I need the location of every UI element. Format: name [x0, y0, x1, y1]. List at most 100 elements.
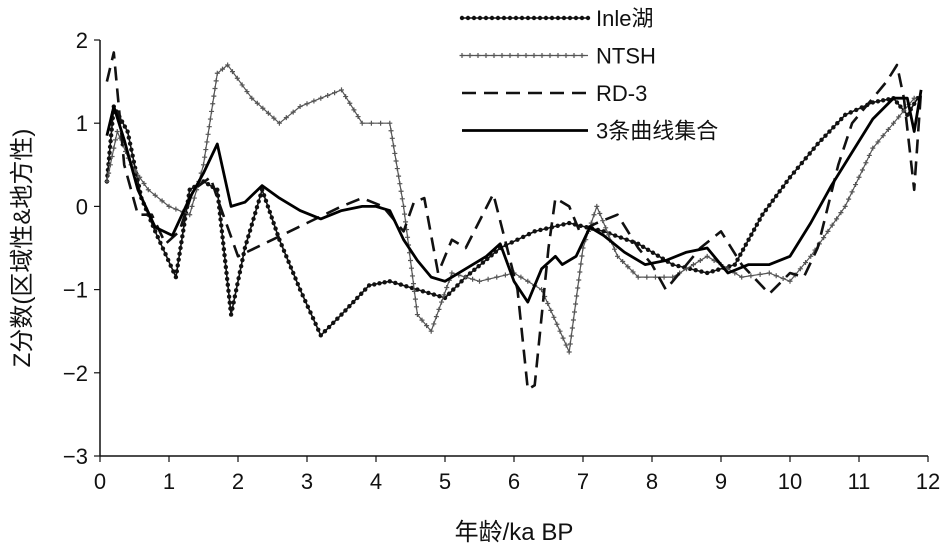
data-point: [846, 196, 852, 202]
data-point: [485, 276, 491, 282]
data-point: [757, 217, 762, 222]
data-point: [875, 139, 881, 145]
data-point: [244, 89, 250, 95]
data-point: [483, 15, 489, 21]
data-point: [398, 282, 404, 287]
data-point: [382, 280, 387, 285]
y-tick-label: 2: [76, 28, 88, 53]
x-tick-label: 8: [646, 469, 658, 494]
data-point: [189, 203, 195, 209]
legend-entry: NTSH: [459, 44, 656, 69]
data-point: [405, 234, 411, 240]
data-point: [413, 304, 419, 310]
data-point: [290, 109, 296, 115]
data-point: [347, 100, 353, 106]
data-point: [808, 253, 814, 259]
data-point: [499, 53, 505, 58]
data-point: [109, 153, 115, 159]
series-line: [106, 64, 915, 353]
data-point: [129, 147, 134, 152]
data-point: [787, 278, 793, 284]
data-point: [640, 244, 646, 250]
data-point: [388, 128, 394, 134]
data-point: [676, 263, 681, 269]
data-point: [579, 253, 585, 259]
data-point: [209, 108, 215, 114]
data-point: [507, 15, 513, 21]
data-point: [635, 274, 641, 280]
data-point: [471, 15, 477, 21]
data-point: [261, 193, 267, 198]
data-point: [894, 100, 900, 105]
data-point: [573, 301, 579, 307]
data-point: [221, 241, 226, 246]
data-point: [513, 15, 519, 21]
data-point: [273, 226, 278, 231]
data-point: [187, 212, 193, 218]
data-point: [401, 203, 407, 209]
data-point: [291, 270, 296, 276]
data-point: [568, 333, 574, 339]
data-point: [113, 137, 119, 143]
data-point: [355, 295, 360, 301]
y-tick-label: −1: [63, 278, 88, 303]
x-tick-label: 5: [439, 469, 451, 494]
data-point: [377, 281, 382, 286]
legend-label: NTSH: [596, 44, 656, 69]
data-point: [283, 115, 289, 121]
series-line: [105, 89, 923, 304]
data-point: [153, 229, 158, 234]
data-point: [351, 107, 357, 113]
data-point: [293, 276, 298, 281]
data-point: [222, 258, 228, 264]
data-point: [265, 110, 271, 116]
data-point: [594, 203, 600, 209]
data-point: [322, 329, 328, 334]
data-point: [394, 166, 400, 172]
data-point: [891, 120, 896, 126]
data-point: [624, 237, 629, 242]
data-point: [106, 170, 112, 176]
data-point: [241, 251, 246, 257]
data-point: [652, 274, 658, 280]
data-point: [247, 228, 253, 233]
data-point: [746, 237, 751, 242]
data-point: [777, 189, 782, 194]
data-point: [125, 129, 130, 134]
data-point: [111, 145, 117, 151]
data-point: [223, 264, 229, 270]
data-point: [630, 269, 636, 275]
data-point: [259, 187, 265, 192]
data-point: [901, 108, 907, 114]
data-point: [684, 266, 689, 272]
data-point: [109, 127, 114, 132]
data-point: [218, 217, 223, 222]
data-point: [849, 189, 855, 195]
data-point: [224, 270, 229, 276]
data-point: [573, 15, 579, 21]
data-point: [555, 223, 560, 229]
data-point: [424, 323, 430, 329]
data-point: [618, 235, 624, 240]
data-point: [690, 262, 696, 268]
data-point: [856, 174, 862, 180]
y-tick-label: −3: [63, 444, 88, 469]
legend-entry: Inle湖: [459, 6, 653, 31]
data-point: [107, 150, 112, 155]
data-point: [829, 222, 835, 228]
data-point: [308, 310, 313, 315]
data-point: [835, 121, 840, 126]
data-point: [205, 182, 211, 187]
data-point: [256, 199, 261, 204]
data-point: [222, 252, 227, 258]
data-point: [539, 53, 545, 58]
data-point: [738, 252, 743, 257]
data-point: [795, 165, 801, 170]
data-point: [214, 70, 220, 76]
data-point: [246, 234, 251, 239]
data-point: [397, 181, 403, 187]
data-point: [601, 229, 606, 234]
data-point: [408, 265, 414, 271]
data-point: [231, 300, 236, 305]
x-tick-label: 11: [848, 469, 871, 494]
